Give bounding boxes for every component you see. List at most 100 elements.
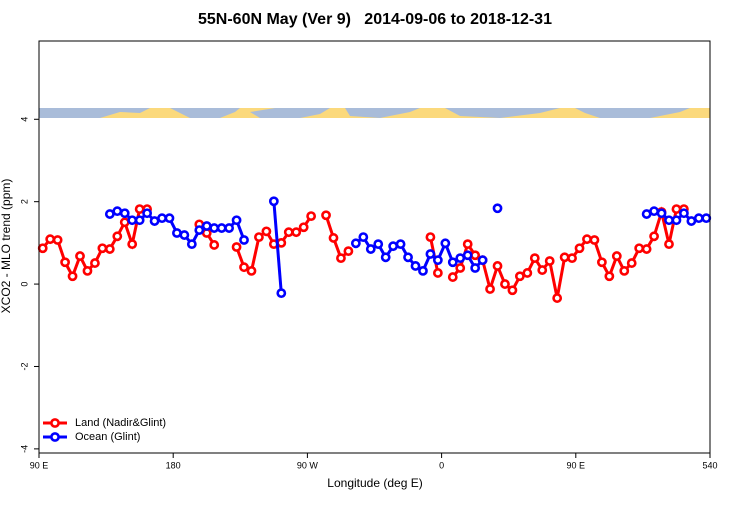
data-point: [186, 239, 197, 250]
data-point: [380, 252, 391, 263]
data-point: [529, 253, 540, 264]
data-point: [328, 233, 339, 243]
data-point: [239, 235, 249, 245]
chart-title: 55N-60N May (Ver 9) 2014-09-06 to 2018-1…: [198, 11, 552, 28]
data-point: [134, 204, 145, 214]
data-point: [127, 215, 138, 226]
data-point: [418, 265, 428, 276]
data-point: [432, 268, 443, 278]
data-point: [172, 228, 182, 238]
data-point: [470, 250, 481, 261]
data-point: [194, 225, 205, 236]
data-point: [60, 257, 70, 268]
data-point: [388, 241, 399, 252]
data-point: [425, 232, 436, 243]
data-point: [149, 216, 160, 226]
data-point: [90, 258, 100, 268]
data-point: [97, 243, 108, 254]
data-point: [224, 223, 235, 233]
data-point: [134, 215, 145, 226]
data-point: [142, 208, 153, 219]
data-point: [268, 196, 279, 207]
data-point: [239, 262, 249, 273]
data-point: [626, 258, 637, 268]
data-point: [641, 244, 652, 254]
legend-label: Land (Nadir&Glint): [75, 417, 166, 429]
data-point: [395, 239, 406, 250]
data-point: [634, 243, 645, 254]
map-land: [39, 108, 690, 118]
data-point: [216, 223, 227, 233]
x-tick-label: 90 E: [567, 460, 586, 470]
data-point: [321, 210, 331, 221]
data-point: [552, 293, 563, 303]
data-point: [75, 251, 85, 261]
data-point: [462, 239, 473, 250]
data-point: [492, 203, 503, 214]
data-point: [112, 206, 123, 217]
data-point: [291, 227, 302, 238]
y-tick-label: 2: [19, 199, 29, 204]
data-point: [112, 231, 123, 242]
data-point: [37, 243, 48, 254]
data-point: [127, 239, 138, 250]
data-point: [52, 235, 63, 245]
data-point: [664, 215, 674, 226]
data-point: [641, 209, 652, 219]
legend-label: Ocean (Glint): [75, 431, 140, 443]
data-point: [209, 240, 220, 250]
data-point: [440, 238, 451, 249]
data-point: [485, 284, 495, 294]
data-point: [67, 271, 78, 282]
data-point: [604, 271, 615, 282]
plot-frame: [38, 40, 711, 454]
data-point: [671, 204, 682, 214]
map-strip: [39, 108, 710, 118]
data-point: [104, 209, 115, 219]
data-point: [306, 211, 317, 221]
data-point: [276, 288, 287, 299]
data-point: [336, 253, 346, 264]
data-point: [350, 238, 361, 249]
data-point: [589, 235, 600, 245]
data-point: [119, 217, 130, 228]
data-point: [432, 255, 443, 266]
x-tick-label: 540: [702, 460, 717, 470]
data-point: [537, 265, 548, 275]
data-point: [544, 256, 555, 266]
data-point: [254, 232, 264, 243]
data-point: [582, 234, 592, 245]
x-tick-label: 90 W: [297, 460, 319, 470]
data-point: [447, 257, 458, 268]
x-axis-label: Longitude (deg E): [327, 476, 422, 490]
data-point: [500, 279, 510, 289]
data-point: [358, 232, 369, 243]
data-point: [231, 242, 242, 252]
data-point: [462, 250, 473, 261]
data-point: [447, 272, 458, 282]
data-point: [492, 261, 503, 271]
y-axis-label: XCO2 - MLO trend (ppm): [0, 179, 13, 314]
data-point: [157, 213, 167, 224]
data-point: [298, 222, 309, 233]
data-point: [246, 265, 257, 276]
legend-swatch-marker: [50, 418, 60, 428]
data-point: [574, 243, 585, 254]
data-point: [261, 226, 272, 237]
data-point: [164, 213, 175, 224]
data-point: [365, 244, 376, 254]
plot-area: [37, 196, 712, 303]
data-point: [209, 223, 220, 233]
data-point: [455, 253, 466, 264]
series-line: [272, 201, 283, 294]
data-point: [522, 268, 533, 278]
y-tick-label: -2: [19, 362, 29, 370]
data-point: [104, 244, 115, 254]
data-point: [649, 206, 659, 217]
data-point: [179, 230, 190, 240]
data-point: [686, 216, 697, 226]
data-point: [343, 246, 354, 257]
y-tick-label: -4: [19, 445, 29, 453]
